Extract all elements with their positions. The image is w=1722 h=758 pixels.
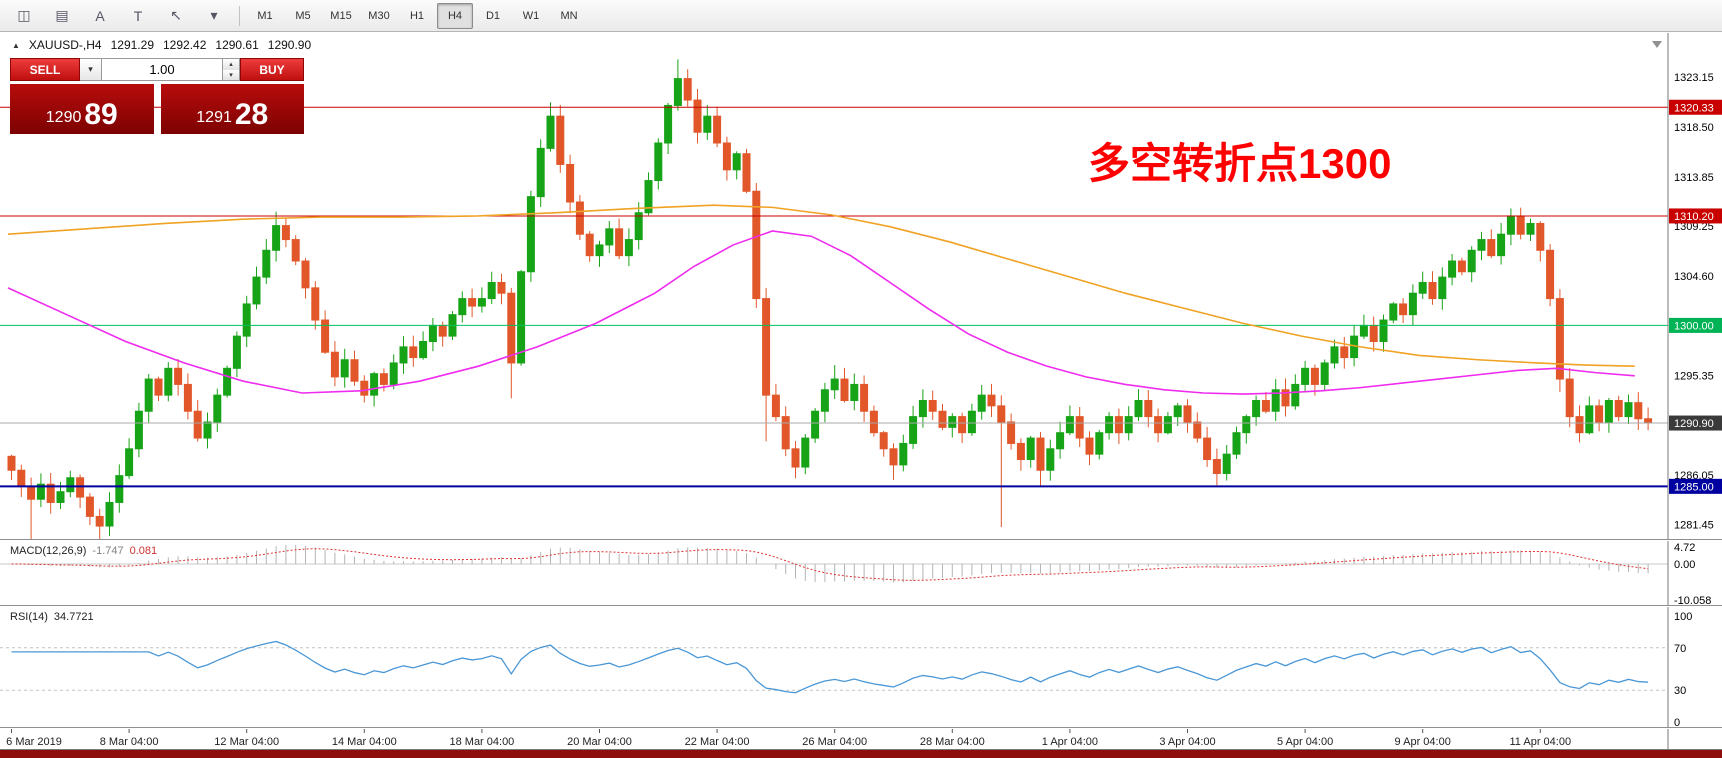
chart-annotation-text: 多空转折点1300 (1088, 140, 1392, 187)
svg-text:26 Mar 04:00: 26 Mar 04:00 (802, 736, 867, 748)
rsi-label: RSI(14) 34.7721 (10, 611, 94, 623)
panel-divider[interactable] (0, 539, 1722, 540)
chevron-down-icon: ▾ (88, 64, 93, 74)
svg-text:3 Apr 04:00: 3 Apr 04:00 (1159, 736, 1215, 748)
sell-price-main: 1290 (45, 109, 82, 126)
macd-value-signal: 0.081 (129, 545, 158, 557)
spin-up-icon[interactable]: ▴ (223, 59, 239, 70)
crosshair-cursor-icon[interactable]: ↖ (170, 7, 182, 23)
svg-text:11 Apr 04:00: 11 Apr 04:00 (1510, 736, 1572, 748)
timeframe-button-group: M1 M5 M15 M30 H1 H4 D1 W1 MN (247, 2, 587, 29)
volume-dropdown-button[interactable]: ▾ (80, 58, 102, 81)
dropdown-caret-icon[interactable]: ▾ (210, 7, 218, 23)
bottom-border (0, 749, 1722, 750)
chart-candlestick-icon[interactable]: ◫ (17, 7, 31, 23)
timeframe-m15[interactable]: M15 (330, 9, 352, 22)
buy-price-button[interactable]: 1291 28 (160, 84, 304, 134)
timeframe-mn[interactable]: MN (560, 9, 578, 22)
one-click-trading-panel: SELL ▾ ▴ ▾ BUY 1290 89 1291 28 (10, 58, 304, 134)
symbol-info-bar: ▲ XAUUSD-,H4 1291.29 1292.42 1290.61 129… (12, 38, 311, 52)
svg-text:1 Apr 04:00: 1 Apr 04:00 (1042, 736, 1098, 748)
macd-panel-canvas[interactable]: 4.72 0.00 -10.058 (0, 541, 1722, 605)
svg-text:100: 100 (1674, 611, 1692, 623)
ohlc-open: 1291.29 (110, 38, 154, 52)
macd-value-main: -1.747 (92, 545, 124, 557)
rsi-value: 34.7721 (53, 611, 94, 623)
svg-text:8 Mar 04:00: 8 Mar 04:00 (100, 736, 159, 748)
spin-down-icon[interactable]: ▾ (223, 69, 239, 80)
timeframe-m30[interactable]: M30 (368, 9, 390, 22)
timeframe-m5[interactable]: M5 (295, 9, 311, 22)
svg-text:1313.85: 1313.85 (1674, 172, 1714, 184)
buy-price-pips: 28 (234, 98, 269, 131)
svg-text:6 Mar 2019: 6 Mar 2019 (6, 736, 62, 748)
chart-shift-marker-icon (1652, 41, 1662, 48)
macd-name: MACD(12,26,9) (10, 545, 87, 557)
timeframe-h1[interactable]: H1 (409, 9, 425, 22)
bottom-strip (0, 750, 1722, 758)
svg-text:22 Mar 04:00: 22 Mar 04:00 (685, 736, 750, 748)
volume-input[interactable] (102, 58, 223, 81)
svg-text:1290.90: 1290.90 (1674, 418, 1714, 430)
macd-label: MACD(12,26,9) -1.747 0.081 (10, 545, 157, 557)
ohlc-high: 1292.42 (163, 38, 207, 52)
timeframe-m1[interactable]: M1 (257, 9, 273, 22)
timeframe-w1[interactable]: W1 (522, 9, 540, 22)
text-box-icon[interactable]: T (133, 7, 143, 24)
ohlc-low: 1290.61 (215, 38, 259, 52)
time-axis[interactable]: 6 Mar 2019 8 Mar 04:00 12 Mar 04:00 14 Mar … (0, 729, 1722, 749)
collapse-arrow-icon[interactable]: ▲ (12, 40, 20, 50)
svg-text:28 Mar 04:00: 28 Mar 04:00 (920, 736, 985, 748)
indicators-icon[interactable]: ▤ (55, 7, 69, 23)
svg-text:5 Apr 04:00: 5 Apr 04:00 (1277, 736, 1333, 748)
buy-price-main: 1291 (196, 109, 232, 126)
svg-text:70: 70 (1674, 643, 1686, 655)
price-chart-canvas[interactable]: 1323.15 1318.50 1313.85 1309.25 1304.60 1295.… (0, 33, 1722, 539)
svg-text:18 Mar 04:00: 18 Mar 04:00 (449, 736, 514, 748)
rsi-panel-canvas[interactable]: 100 70 30 0 (0, 607, 1722, 727)
svg-text:20 Mar 04:00: 20 Mar 04:00 (567, 736, 632, 748)
svg-text:1318.50: 1318.50 (1674, 122, 1714, 134)
volume-stepper[interactable]: ▴ ▾ (223, 58, 240, 81)
svg-text:-10.058: -10.058 (1674, 595, 1711, 605)
buy-button[interactable]: BUY (240, 58, 304, 81)
svg-text:0.00: 0.00 (1674, 559, 1695, 571)
svg-text:4.72: 4.72 (1674, 542, 1695, 554)
sell-button[interactable]: SELL (10, 58, 80, 81)
panel-divider[interactable] (0, 605, 1722, 606)
svg-text:1304.60: 1304.60 (1674, 271, 1714, 283)
toolbar-separator (239, 5, 240, 26)
panel-divider (0, 727, 1722, 728)
sell-price-pips: 89 (84, 98, 118, 131)
rsi-name: RSI(14) (10, 611, 48, 623)
svg-text:9 Apr 04:00: 9 Apr 04:00 (1395, 736, 1451, 748)
svg-text:1295.35: 1295.35 (1674, 370, 1714, 382)
toolbar-icon-group: ◫ ▤ A T ↖ ▾ (6, 3, 232, 29)
svg-text:1323.15: 1323.15 (1674, 72, 1714, 84)
timeframe-h4[interactable]: H4 (437, 2, 473, 29)
svg-text:1285.00: 1285.00 (1674, 481, 1714, 493)
svg-text:14 Mar 04:00: 14 Mar 04:00 (332, 736, 397, 748)
text-annotation-icon[interactable]: A (95, 7, 105, 24)
sell-price-button[interactable]: 1290 89 (10, 84, 154, 134)
svg-text:0: 0 (1674, 717, 1680, 727)
svg-text:12 Mar 04:00: 12 Mar 04:00 (214, 736, 279, 748)
svg-text:1320.33: 1320.33 (1674, 102, 1714, 114)
svg-text:30: 30 (1674, 685, 1686, 697)
timeframe-d1[interactable]: D1 (485, 9, 501, 22)
svg-text:1300.00: 1300.00 (1674, 320, 1714, 332)
svg-text:1310.20: 1310.20 (1674, 211, 1714, 223)
symbol-period-label: XAUUSD-,H4 (28, 38, 102, 52)
ohlc-close: 1290.90 (267, 38, 312, 52)
svg-text:1309.25: 1309.25 (1674, 221, 1714, 233)
svg-text:1281.45: 1281.45 (1674, 519, 1714, 531)
toolbar: ◫ ▤ A T ↖ ▾ M1 M5 M15 M30 H1 H4 D1 W1 MN (0, 0, 1722, 32)
